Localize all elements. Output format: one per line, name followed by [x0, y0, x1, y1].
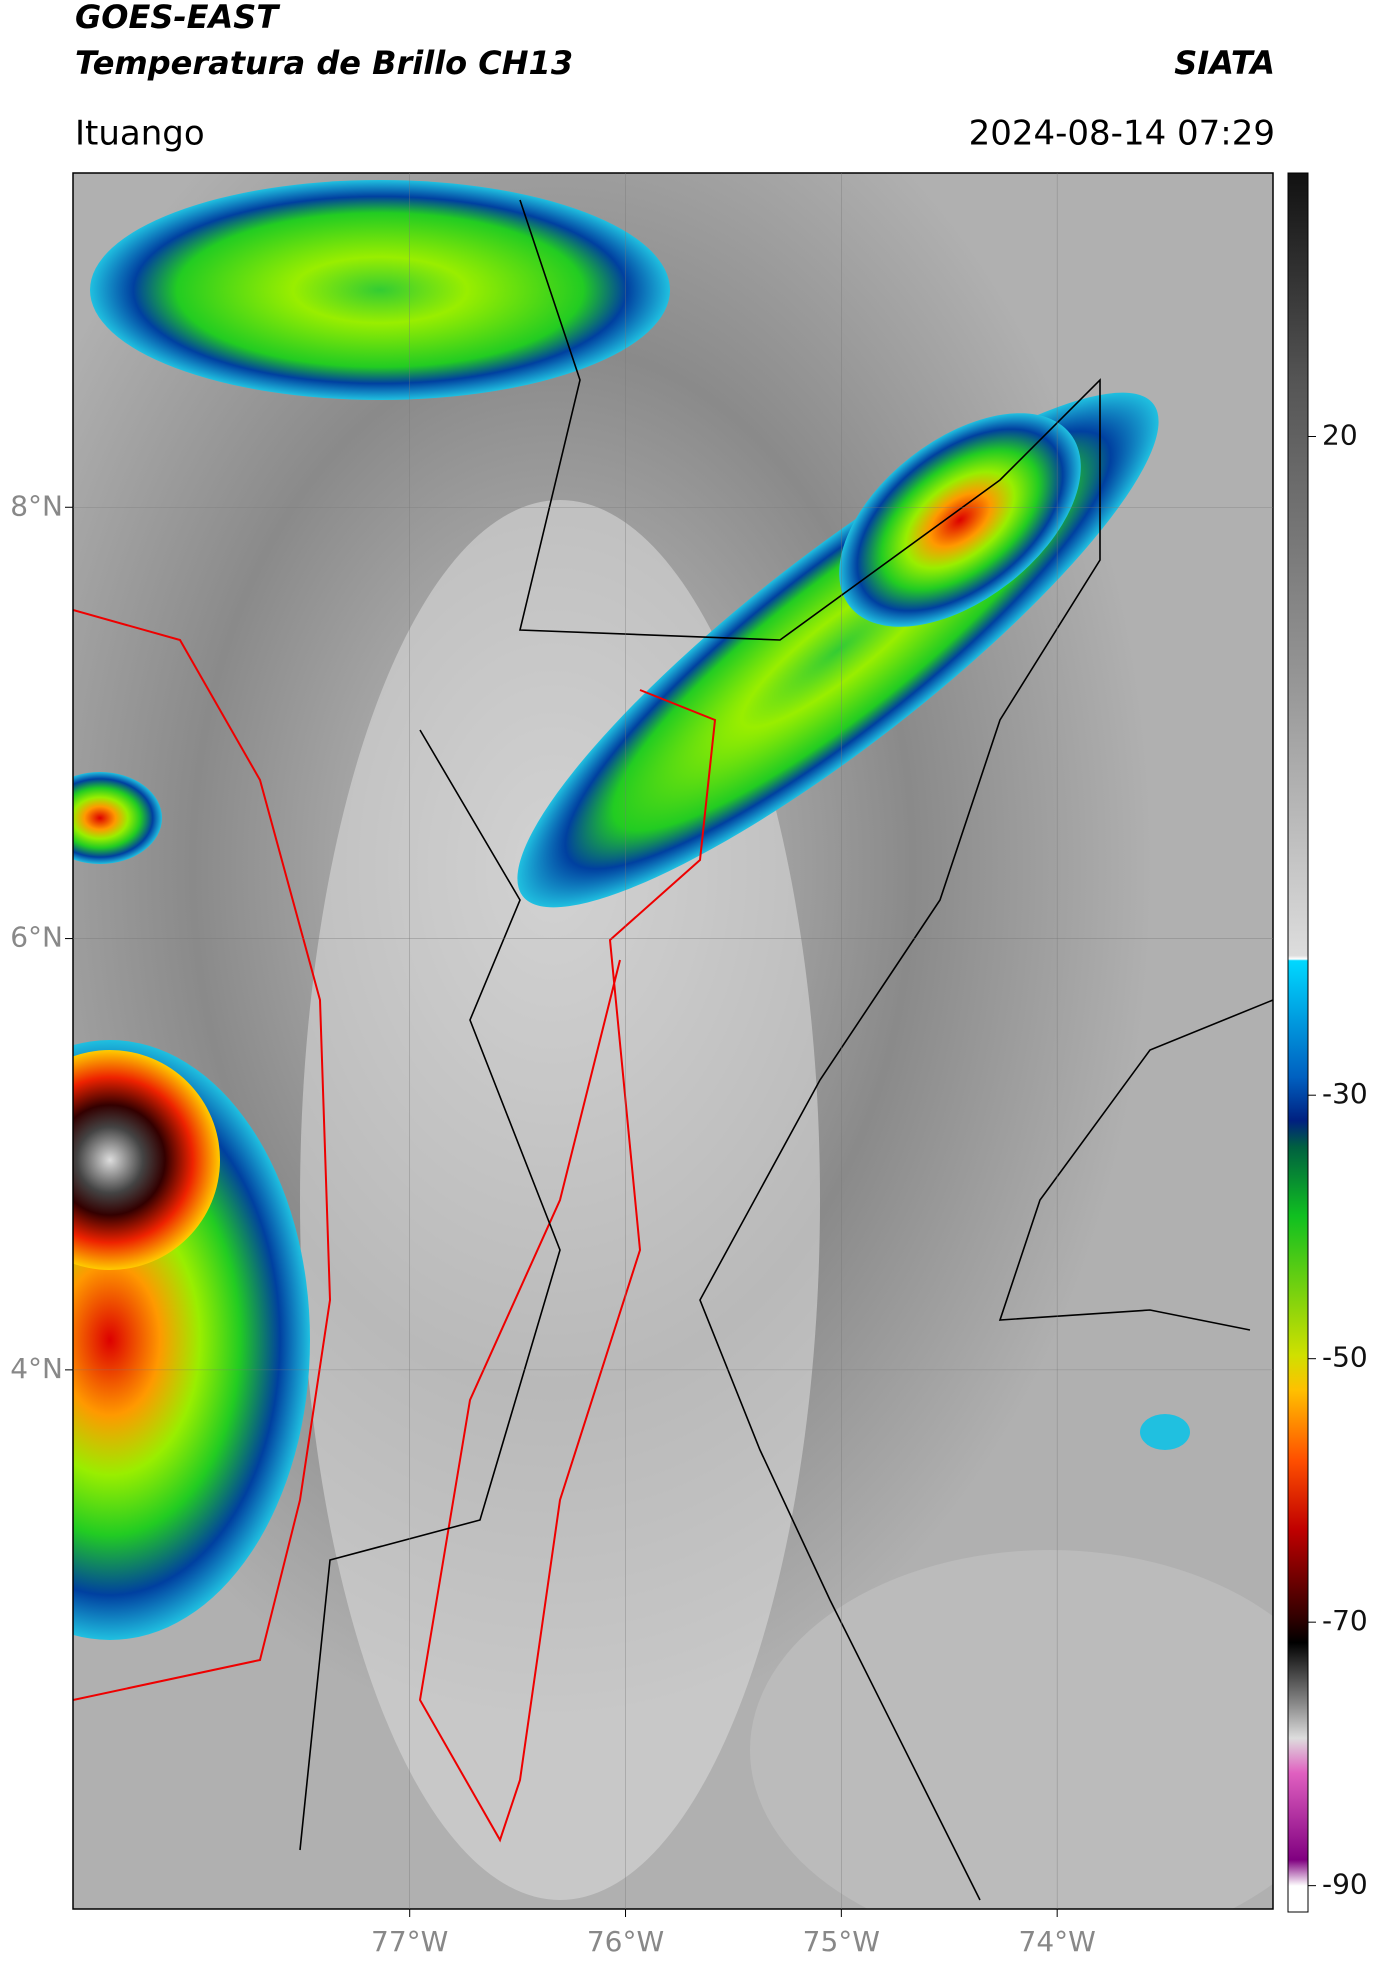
border-black: [299, 729, 561, 1851]
colorbar-tick-label: -70: [1322, 1604, 1368, 1637]
colorbar: [1287, 172, 1309, 1913]
cloud-haze: [750, 1550, 1273, 1909]
border-black: [518, 199, 1101, 1901]
lon-tick-label: 76°W: [587, 1925, 664, 1958]
location: Ituango: [75, 114, 205, 154]
storm-cell: [73, 772, 162, 864]
border-red: [73, 609, 332, 1701]
lat-tick-label: 4°N: [10, 1352, 63, 1385]
lon-tick-label: 74°W: [1019, 1925, 1096, 1958]
map-frame: [72, 172, 1274, 1910]
brand: SIATA: [1174, 44, 1275, 82]
map-layer: [73, 173, 1273, 1909]
colorbar-tick-label: -30: [1322, 1077, 1368, 1110]
border-black: [998, 999, 1273, 1331]
colorbar-tick-label: -90: [1322, 1868, 1368, 1901]
lon-tick-label: 77°W: [371, 1925, 448, 1958]
storm-cell: [839, 413, 1081, 627]
subtitle: Temperatura de Brillo CH13: [75, 44, 573, 82]
colorbar-tick-label: 20: [1322, 418, 1358, 451]
title: GOES-EAST: [75, 0, 280, 36]
lat-tick-label: 6°N: [10, 921, 63, 954]
datetime: 2024-08-14 07:29: [969, 114, 1275, 154]
lon-tick-label: 75°W: [803, 1925, 880, 1958]
storm-core: [73, 1050, 220, 1270]
storm-cell: [90, 180, 670, 400]
border-red: [418, 689, 717, 1843]
lat-tick-label: 8°N: [10, 489, 63, 522]
storm-cell: [1140, 1414, 1190, 1450]
colorbar-tick-label: -50: [1322, 1341, 1368, 1374]
